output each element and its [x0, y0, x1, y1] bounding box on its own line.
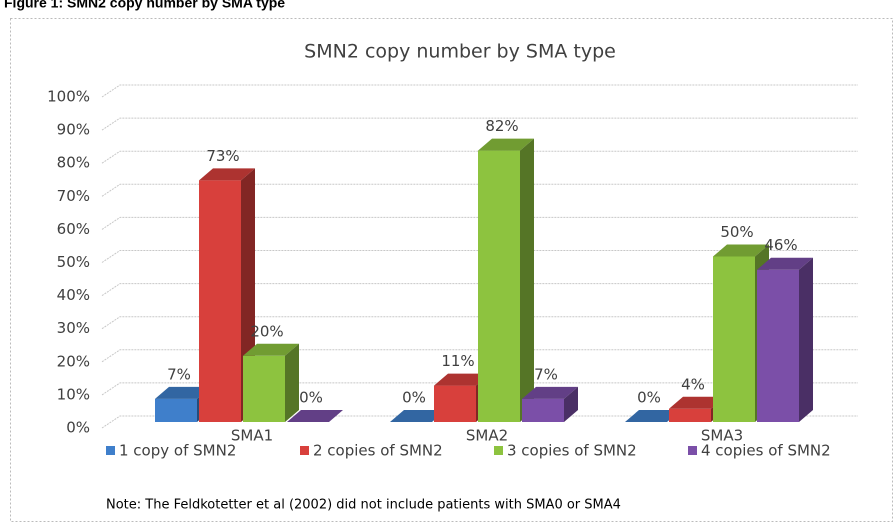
chart-title: SMN2 copy number by SMA type	[304, 41, 616, 63]
data-label: 20%	[250, 322, 283, 340]
legend-swatch	[300, 446, 309, 455]
bar-top	[155, 386, 211, 399]
data-label: 7%	[167, 365, 191, 383]
grid-line	[101, 250, 858, 263]
data-label: 11%	[441, 352, 474, 370]
y-tick-label: 40%	[57, 286, 90, 304]
data-label: 50%	[720, 223, 753, 241]
grid-line	[101, 117, 858, 131]
data-label: 4%	[681, 375, 705, 393]
grid-line	[101, 415, 858, 429]
data-label: 46%	[764, 236, 797, 254]
y-tick-label: 0%	[66, 419, 90, 437]
bar-top	[434, 373, 490, 386]
bar-top	[287, 410, 343, 422]
bar-top	[625, 410, 681, 422]
x-tick-label: SMA2	[466, 427, 508, 445]
bar-front	[669, 408, 711, 422]
legend-label: 3 copies of SMN2	[507, 442, 637, 460]
legend-label: 4 copies of SMN2	[701, 442, 831, 460]
bar-top	[199, 168, 255, 181]
grid-line	[101, 382, 858, 396]
bar-side	[564, 386, 578, 422]
legend-swatch	[106, 446, 115, 455]
grid-line	[101, 216, 858, 230]
bar-top	[522, 386, 578, 399]
legend-label: 1 copy of SMN2	[119, 442, 236, 460]
x-tick-label: SMA3	[701, 427, 743, 445]
y-tick-label: 80%	[57, 154, 90, 172]
y-tick-label: 20%	[57, 352, 90, 370]
bar-top	[713, 244, 769, 257]
bar-front	[522, 398, 564, 422]
data-label: 82%	[485, 117, 518, 135]
bar-front	[155, 398, 197, 422]
bar-front	[434, 385, 476, 422]
y-tick-label: 50%	[57, 253, 90, 271]
bar-top	[243, 343, 299, 356]
y-tick-label: 90%	[57, 121, 90, 139]
legend-swatch	[688, 446, 697, 455]
figure-caption: Figure 1: SMN2 copy number by SMA type	[4, 0, 285, 11]
y-tick-label: 70%	[57, 187, 90, 205]
y-tick-label: 100%	[47, 88, 90, 106]
bar-front	[199, 180, 241, 422]
grid-line	[101, 349, 858, 363]
y-tick-label: 10%	[57, 385, 90, 403]
bar-top	[478, 138, 534, 151]
data-label: 0%	[402, 389, 426, 407]
bar-side	[520, 138, 534, 422]
y-tick-label: 60%	[57, 220, 90, 238]
grid-line	[101, 316, 858, 330]
bar-front	[478, 150, 520, 422]
bar-front	[757, 269, 799, 422]
grid-line	[101, 283, 858, 297]
bar-top	[757, 257, 813, 270]
bar-front	[713, 256, 755, 422]
data-label: 0%	[637, 389, 661, 407]
legend-swatch	[494, 446, 503, 455]
note: Note: The Feldkotetter et al (2002) did …	[106, 498, 621, 513]
y-tick-label: 30%	[57, 319, 90, 337]
bar-top	[390, 410, 446, 422]
bar-top	[669, 396, 725, 409]
legend-label: 2 copies of SMN2	[313, 442, 443, 460]
bar-front	[243, 355, 285, 422]
data-label: 0%	[299, 389, 323, 407]
x-tick-label: SMA1	[231, 427, 273, 445]
bar-side	[799, 257, 813, 422]
data-label: 73%	[206, 147, 239, 165]
grid-line	[101, 150, 858, 164]
bar-side	[285, 343, 299, 422]
grid-line	[101, 84, 858, 98]
data-label: 7%	[534, 365, 558, 383]
grid-line	[101, 183, 858, 197]
